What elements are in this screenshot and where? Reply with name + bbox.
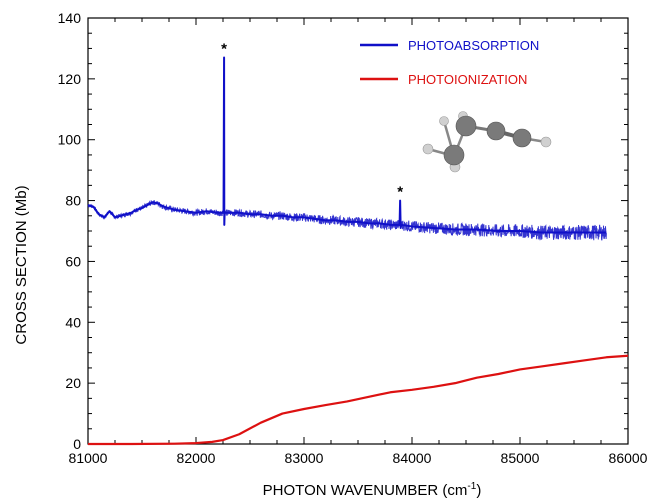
x-tick-label: 85000 (501, 450, 540, 466)
y-axis-title: CROSS SECTION (Mb) (13, 185, 30, 344)
plot-area: ** (87, 17, 629, 446)
x-tick-label: 86000 (609, 450, 648, 466)
y-tick-label: 120 (58, 71, 82, 87)
x-axis-title-sup: -1 (467, 481, 476, 492)
x-tick-label: 82000 (177, 450, 216, 466)
legend-label-photoionization: PHOTOIONIZATION (408, 72, 527, 87)
legend-label-photoabsorption: PHOTOABSORPTION (408, 38, 539, 53)
y-tick-labels: 0 20 40 60 80 100 120 140 (58, 10, 82, 452)
y-tick-label: 0 (73, 436, 81, 452)
y-tick-label: 140 (58, 10, 82, 26)
x-tick-labels: 81000 82000 83000 84000 85000 86000 (69, 450, 648, 466)
peak-annotation: * (221, 41, 227, 58)
legend: PHOTOABSORPTION PHOTOIONIZATION (360, 38, 539, 87)
molecule-image (422, 111, 552, 173)
y-tick-label: 40 (65, 314, 81, 330)
x-axis-title-end: ) (476, 482, 481, 499)
y-tick-label: 80 (65, 193, 81, 209)
x-tick-label: 83000 (285, 450, 324, 466)
series-noise-photoabsorption (87, 200, 607, 241)
peak-annotation: * (397, 184, 403, 201)
x-axis-title: PHOTON WAVENUMBER (cm-1) (263, 481, 482, 499)
y-tick-label: 20 (65, 375, 81, 391)
x-tick-label: 81000 (69, 450, 108, 466)
x-axis-title-main: PHOTON WAVENUMBER (cm (263, 482, 468, 499)
series-line-photoionization (88, 354, 629, 446)
y-tick-label: 60 (65, 253, 81, 269)
y-tick-label: 100 (58, 132, 82, 148)
x-tick-label: 84000 (393, 450, 432, 466)
